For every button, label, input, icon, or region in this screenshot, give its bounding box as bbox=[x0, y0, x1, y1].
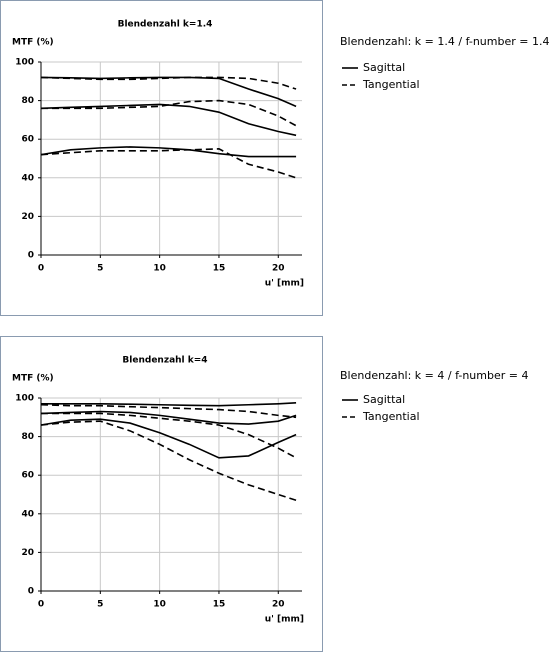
x-tick-label: 0 bbox=[38, 600, 44, 610]
chart: Blendenzahl k=4 MTF (%) u' [mm] 0 20 40 60 80 10… bbox=[0, 336, 528, 652]
x-tick-label: 10 bbox=[153, 264, 166, 274]
mtf-line bbox=[40, 76, 297, 108]
x-tick-label: 15 bbox=[213, 600, 226, 610]
x-tick-label: 15 bbox=[213, 264, 226, 274]
mtf-line bbox=[40, 420, 297, 502]
caption: Blendenzahl: k = 4 / f-number = 4 bbox=[340, 369, 528, 382]
y-tick-label: 40 bbox=[21, 509, 34, 519]
mtf-line bbox=[41, 99, 297, 127]
chart-title: Blendenzahl k=1.4 bbox=[118, 20, 213, 30]
legend-label: Sagittal bbox=[363, 61, 405, 74]
x-tick-label: 5 bbox=[97, 264, 103, 274]
x-tick-label: 20 bbox=[272, 264, 285, 274]
mtf-line bbox=[40, 418, 297, 459]
mtf-line bbox=[40, 403, 297, 419]
y-tick-label: 80 bbox=[21, 96, 34, 106]
x-tick-label: 5 bbox=[97, 600, 103, 610]
legend-label: Sagittal bbox=[363, 393, 405, 406]
legend-label: Tangential bbox=[362, 410, 420, 423]
y-tick-label: 40 bbox=[21, 173, 34, 183]
y-tick-label: 20 bbox=[21, 212, 34, 222]
mtf-line bbox=[40, 146, 297, 158]
chart-title: Blendenzahl k=4 bbox=[122, 356, 207, 366]
x-tick-label: 20 bbox=[272, 600, 285, 610]
x-tick-label: 10 bbox=[153, 600, 166, 610]
y-tick-label: 0 bbox=[28, 587, 34, 597]
mtf-line bbox=[41, 402, 297, 407]
mtf-line bbox=[41, 412, 297, 459]
mtf-line bbox=[40, 148, 297, 179]
mtf-line bbox=[40, 410, 297, 425]
x-axis-label: u' [mm] bbox=[265, 615, 304, 625]
mtf-line bbox=[40, 103, 297, 137]
mtf-line bbox=[40, 76, 297, 90]
chart: Blendenzahl k=1.4 MTF (%) u' [mm] 0 20 40 60 80… bbox=[0, 0, 549, 316]
caption: Blendenzahl: k = 1.4 / f-number = 1.4 bbox=[340, 35, 549, 48]
y-tick-label: 60 bbox=[21, 135, 34, 145]
panel-border bbox=[0, 336, 323, 652]
y-tick-label: 60 bbox=[21, 471, 34, 481]
y-tick-label: 20 bbox=[21, 548, 34, 558]
y-tick-label: 0 bbox=[28, 251, 34, 261]
panel-border bbox=[0, 0, 323, 316]
x-axis-label: u' [mm] bbox=[265, 279, 304, 289]
y-axis-label: MTF (%) bbox=[12, 38, 54, 48]
x-tick-label: 0 bbox=[38, 264, 44, 274]
y-tick-label: 100 bbox=[15, 58, 34, 68]
y-axis-label: MTF (%) bbox=[12, 374, 54, 384]
legend-label: Tangential bbox=[362, 78, 420, 91]
y-tick-label: 80 bbox=[21, 432, 34, 442]
y-tick-label: 100 bbox=[15, 394, 34, 404]
